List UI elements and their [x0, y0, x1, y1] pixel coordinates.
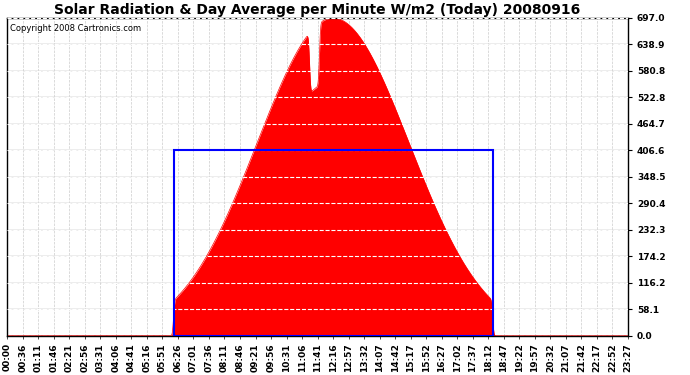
Bar	[174, 150, 493, 336]
Title: Solar Radiation & Day Average per Minute W/m2 (Today) 20080916: Solar Radiation & Day Average per Minute…	[55, 3, 581, 17]
Text: Copyright 2008 Cartronics.com: Copyright 2008 Cartronics.com	[10, 24, 141, 33]
